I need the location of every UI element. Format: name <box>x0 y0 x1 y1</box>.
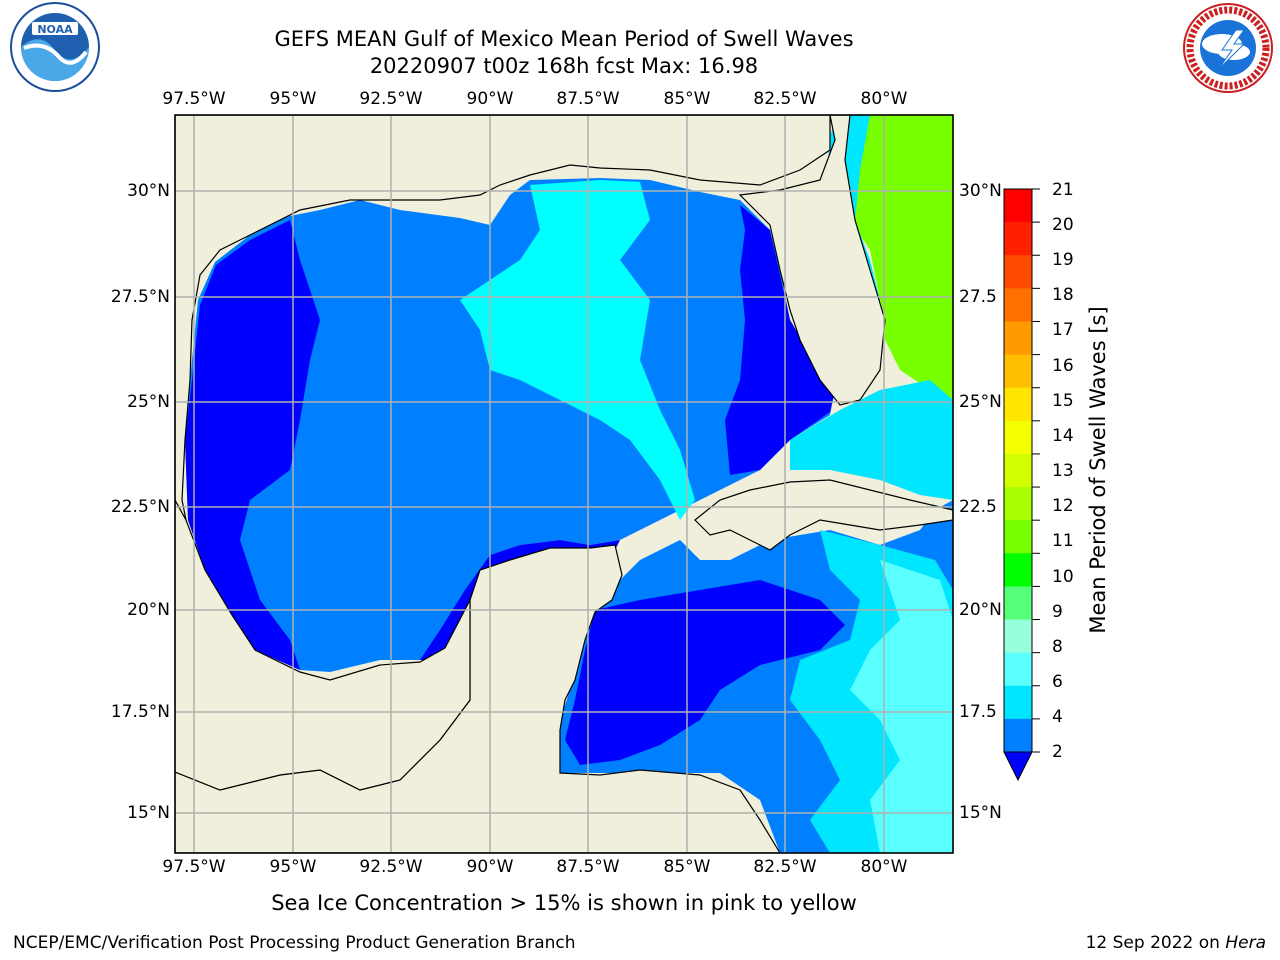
colorbar-tick-label: 6 <box>1052 672 1063 692</box>
lon-label-top: 80°W <box>860 89 908 109</box>
colorbar-segment <box>1004 288 1032 323</box>
title-line-1: GEFS MEAN Gulf of Mexico Mean Period of … <box>274 27 854 51</box>
colorbar-segment <box>1004 718 1032 753</box>
lat-label-right: 20°N <box>959 600 1002 620</box>
sea-ice-note: Sea Ice Concentration > 15% is shown in … <box>271 891 857 915</box>
colorbar-tick-label: 2 <box>1052 742 1063 762</box>
lon-label-bottom: 95°W <box>269 857 317 877</box>
lon-label-top: 85°W <box>663 89 711 109</box>
lon-label-top: 92.5°W <box>359 89 423 109</box>
colorbar-frame <box>1003 188 1033 753</box>
colorbar-tick-label: 18 <box>1052 285 1074 305</box>
lon-label-top: 95°W <box>269 89 317 109</box>
lon-label-top: 90°W <box>466 89 514 109</box>
colorbar-segment <box>1004 321 1032 356</box>
lon-label-top: 87.5°W <box>556 89 620 109</box>
colorbar-tick-label: 12 <box>1052 496 1074 516</box>
lat-label-right: 17.5 <box>959 702 997 722</box>
lat-label-left: 20°N <box>127 600 170 620</box>
map-frame <box>174 114 954 854</box>
colorbar-tick-label: 13 <box>1052 461 1074 481</box>
colorbar-tick-label: 15 <box>1052 391 1074 411</box>
colorbar-tick-label: 21 <box>1052 180 1074 200</box>
colorbar-tick-label: 4 <box>1052 707 1063 727</box>
footer-date-text: 12 Sep 2022 on <box>1085 933 1220 953</box>
colorbar-tick-label: 11 <box>1052 531 1074 551</box>
map-field <box>175 115 953 853</box>
lat-label-left: 17.5°N <box>110 702 170 722</box>
us-gulf-coast <box>175 115 831 561</box>
colorbar-extend-triangle <box>1003 751 1033 782</box>
colorbar-tick-label: 19 <box>1052 250 1074 270</box>
lat-label-right: 25°N <box>959 392 1002 412</box>
florida-land <box>738 115 886 406</box>
colorbar-segment <box>1004 222 1032 256</box>
gulf-dark-west <box>185 220 320 670</box>
colorbar-segment <box>1004 487 1032 521</box>
colorbar-tick-label: 20 <box>1052 215 1074 235</box>
lon-label-bottom: 80°W <box>860 857 908 877</box>
colorbar-tick-label: 9 <box>1052 602 1063 622</box>
footer-host: Hera <box>1225 933 1266 953</box>
lat-label-right: 30°N <box>959 181 1002 201</box>
lat-label-left: 25°N <box>127 392 170 412</box>
colorbar-segment <box>1004 553 1032 588</box>
bahamas-swell-field <box>790 380 953 500</box>
lat-label-left: 30°N <box>127 181 170 201</box>
colorbar-segment <box>1004 586 1032 621</box>
footer-producer: NCEP/EMC/Verification Post Processing Pr… <box>13 933 576 953</box>
lon-label-bottom: 85°W <box>663 857 711 877</box>
gulf-swell-field <box>185 178 835 672</box>
colorbar <box>1004 189 1032 753</box>
lat-label-right: 15°N <box>959 803 1002 823</box>
colorbar-segment <box>1004 420 1032 455</box>
colorbar-segment <box>1004 354 1032 389</box>
colorbar-segment <box>1004 453 1032 488</box>
svg-text:NOAA: NOAA <box>37 23 73 36</box>
gulf-cyan-plume <box>460 180 695 520</box>
colorbar-tick-label: 16 <box>1052 356 1074 376</box>
colorbar-tick-label: 14 <box>1052 426 1074 446</box>
lat-label-left: 27.5°N <box>110 287 170 307</box>
caribbean-dark-zone <box>565 580 845 765</box>
lon-label-bottom: 92.5°W <box>359 857 423 877</box>
noaa-logo: NOAA <box>10 2 100 92</box>
footer-date: 12 Sep 2022 on Hera <box>1086 933 1266 953</box>
colorbar-tick-label: 8 <box>1052 637 1063 657</box>
lon-label-top: 97.5°W <box>162 89 226 109</box>
lon-label-bottom: 97.5°W <box>162 857 226 877</box>
lon-label-bottom: 82.5°W <box>753 857 817 877</box>
colorbar-segment <box>1004 619 1032 654</box>
graticule <box>175 115 953 853</box>
colorbar-tick-marks <box>1032 188 1040 753</box>
lat-label-left: 22.5°N <box>110 497 170 517</box>
gulf-dark-east <box>725 205 835 475</box>
colorbar-tick-label: 17 <box>1052 320 1074 340</box>
mexico-west-coast <box>175 499 471 791</box>
title-line-2: 20220907 t00z 168h fcst Max: 16.98 <box>369 54 759 78</box>
colorbar-segment <box>1004 652 1032 687</box>
colorbar-segment <box>1004 189 1032 223</box>
lat-label-right: 27.5 <box>959 287 997 307</box>
lat-label-right: 22.5 <box>959 497 997 517</box>
colorbar-segment <box>1004 255 1032 289</box>
colorbar-label: Mean Period of Swell Waves [s] <box>1086 306 1110 634</box>
colorbar-tick-label: 10 <box>1052 567 1074 587</box>
colorbar-segment <box>1004 520 1032 554</box>
lon-label-bottom: 87.5°W <box>556 857 620 877</box>
caribbean-lighter-zone <box>850 560 953 853</box>
colorbar-segment <box>1004 685 1032 720</box>
atlantic-swell-field <box>840 115 953 400</box>
colorbar-segment <box>1004 387 1032 422</box>
lon-label-top: 82.5°W <box>753 89 817 109</box>
lat-label-left: 15°N <box>127 803 170 823</box>
cuba-land <box>694 479 953 551</box>
nws-logo <box>1183 3 1273 93</box>
lon-label-bottom: 90°W <box>466 857 514 877</box>
